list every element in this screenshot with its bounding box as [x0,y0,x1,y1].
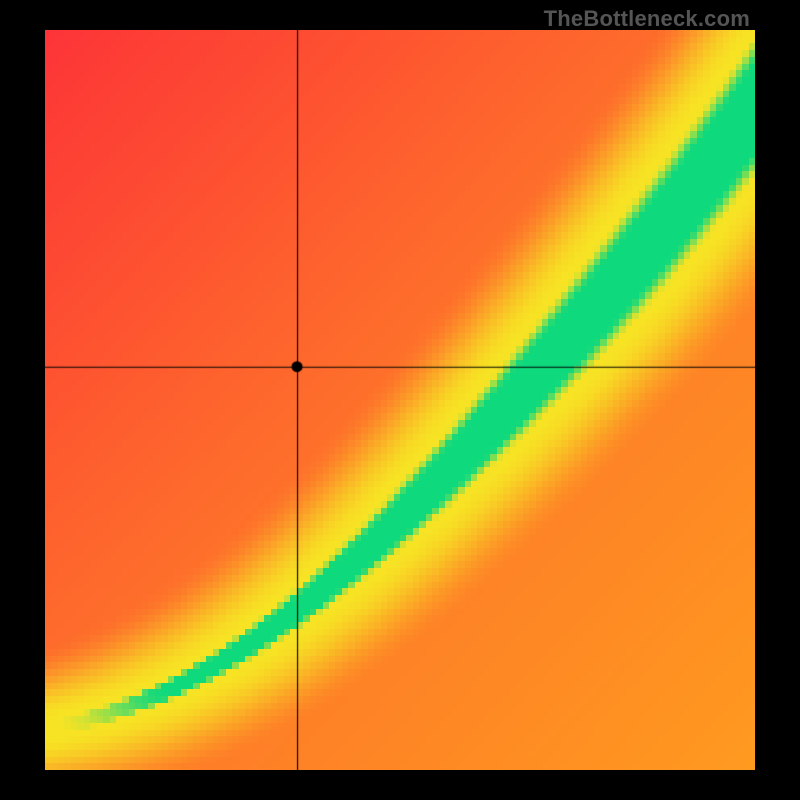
chart-container: { "watermark_text": "TheBottleneck.com",… [0,0,800,800]
watermark-text: TheBottleneck.com [544,6,750,32]
crosshair-overlay [45,30,755,770]
